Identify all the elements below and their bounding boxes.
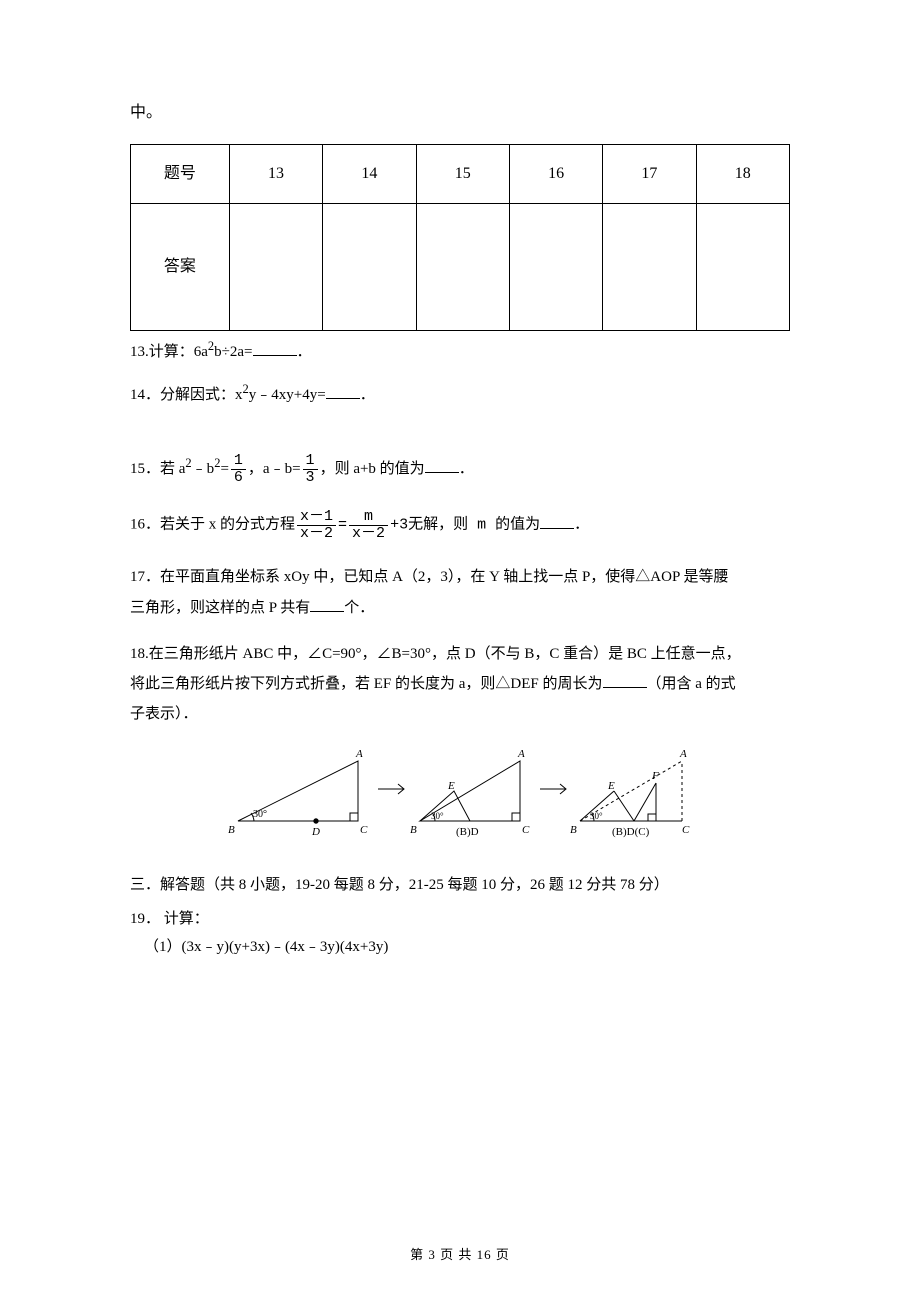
footer-right: 页 bbox=[492, 1247, 510, 1262]
q19-title: 19． 计算： bbox=[130, 911, 209, 927]
fold-diagram: A B D C 30° A B E (B)D C 30° A B E F (B)… bbox=[130, 743, 790, 843]
q14-text: 14．分解因式：x2y﹣4xy+4y= bbox=[130, 387, 326, 403]
label-C2: C bbox=[522, 824, 530, 836]
blank-15 bbox=[425, 458, 459, 473]
header-label-cell: 题号 bbox=[131, 144, 230, 203]
fold-diagram-svg: A B D C 30° A B E (B)D C 30° A B E F (B)… bbox=[220, 743, 700, 843]
label-E2: E bbox=[447, 780, 455, 792]
label-A2: A bbox=[517, 748, 525, 760]
continuation-text: 中。 bbox=[130, 100, 790, 126]
blank-18 bbox=[603, 673, 647, 688]
answer-cell bbox=[696, 203, 789, 330]
header-num-cell: 17 bbox=[603, 144, 696, 203]
question-13: 13.计算：6a2b÷2a= ． bbox=[130, 335, 790, 367]
fraction-eq-left: x－1x－2 bbox=[297, 509, 336, 542]
label-D1: D bbox=[311, 826, 320, 838]
page-root: 中。 题号 13 14 15 16 17 18 答案 13.计算：6a2b÷2a… bbox=[0, 0, 920, 1302]
q16-mid2: +3无解，则 m 的值为 bbox=[390, 517, 540, 534]
answer-cell bbox=[416, 203, 509, 330]
label-30deg-1: 30° bbox=[253, 809, 267, 820]
question-19: 19． 计算： （1）(3x﹣y)(y+3x)﹣(4x﹣3y)(4x+3y) bbox=[130, 905, 790, 962]
header-num-cell: 14 bbox=[323, 144, 416, 203]
header-num-cell: 15 bbox=[416, 144, 509, 203]
q16-pre: 16．若关于 x 的分式方程 bbox=[130, 517, 295, 533]
question-16: 16．若关于 x 的分式方程x－1x－2=mx－2+3无解，则 m 的值为 ． bbox=[130, 509, 790, 542]
answer-cell bbox=[603, 203, 696, 330]
label-A1: A bbox=[355, 748, 363, 760]
label-C3: C bbox=[682, 824, 690, 836]
label-B2: B bbox=[410, 824, 417, 836]
blank-14 bbox=[326, 385, 360, 400]
footer-left: 第 bbox=[410, 1247, 428, 1262]
label-BDC3: (B)D(C) bbox=[612, 826, 650, 838]
blank-17 bbox=[310, 598, 344, 613]
question-18: 18.在三角形纸片 ABC 中，∠C=90°，∠B=30°，点 D（不与 B，C… bbox=[130, 639, 790, 729]
q18-line1: 18.在三角形纸片 ABC 中，∠C=90°，∠B=30°，点 D（不与 B，C… bbox=[130, 646, 741, 662]
fraction-eq-right: mx－2 bbox=[349, 509, 388, 542]
q14-suffix: ． bbox=[360, 387, 375, 403]
answer-cell bbox=[229, 203, 322, 330]
answer-table: 题号 13 14 15 16 17 18 答案 bbox=[130, 144, 790, 331]
label-E3: E bbox=[607, 780, 615, 792]
q17-line2-suf: 个． bbox=[344, 600, 374, 616]
header-num-cell: 13 bbox=[229, 144, 322, 203]
q18-line2-suf: （用含 a 的式 bbox=[647, 676, 736, 692]
page-footer: 第 3 页 共 16 页 bbox=[0, 1245, 920, 1266]
question-15: 15．若 a2﹣b2=16，a﹣b=13，则 a+b 的值为 ． bbox=[130, 452, 790, 486]
q17-line2-pre: 三角形，则这样的点 P 共有 bbox=[130, 600, 310, 616]
q18-line2-pre: 将此三角形纸片按下列方式折叠，若 EF 的长度为 a，则△DEF 的周长为 bbox=[130, 676, 603, 692]
label-C1: C bbox=[360, 824, 368, 836]
q13-suffix: ． bbox=[297, 344, 312, 360]
section-3-title: 三．解答题（共 8 小题，19-20 每题 8 分，21-25 每题 10 分，… bbox=[130, 873, 790, 897]
fraction-1-3: 13 bbox=[303, 453, 318, 486]
q15-suffix: ． bbox=[459, 461, 474, 477]
question-17: 17．在平面直角坐标系 xOy 中，已知点 A（2，3），在 Y 轴上找一点 P… bbox=[130, 562, 790, 625]
blank-13 bbox=[253, 341, 297, 356]
label-F3: F bbox=[651, 770, 659, 782]
q19-part1: （1）(3x﹣y)(y+3x)﹣(4x﹣3y)(4x+3y) bbox=[144, 939, 388, 955]
q18-line3: 子表示）． bbox=[130, 706, 198, 722]
footer-mid: 页 共 bbox=[436, 1247, 477, 1262]
footer-current: 3 bbox=[428, 1247, 436, 1262]
question-14: 14．分解因式：x2y﹣4xy+4y= ． bbox=[130, 378, 790, 410]
header-num-cell: 18 bbox=[696, 144, 789, 203]
answer-cell bbox=[509, 203, 602, 330]
label-30deg-2: 30° bbox=[431, 811, 444, 821]
q17-line1: 17．在平面直角坐标系 xOy 中，已知点 A（2，3），在 Y 轴上找一点 P… bbox=[130, 569, 729, 585]
q15-mid3: ，则 a+b 的值为 bbox=[320, 461, 425, 477]
q15-pre: 15．若 a2﹣b2= bbox=[130, 461, 229, 477]
fraction-1-6: 16 bbox=[231, 453, 246, 486]
answer-label-cell: 答案 bbox=[131, 203, 230, 330]
q15-mid: ，a﹣b= bbox=[248, 461, 301, 477]
label-30deg-3: 30° bbox=[590, 811, 603, 821]
footer-total: 16 bbox=[477, 1247, 492, 1262]
label-B3: B bbox=[570, 824, 577, 836]
table-answer-row: 答案 bbox=[131, 203, 790, 330]
table-header-row: 题号 13 14 15 16 17 18 bbox=[131, 144, 790, 203]
q16-eq: = bbox=[338, 517, 347, 534]
q16-suffix: ． bbox=[574, 517, 589, 533]
header-num-cell: 16 bbox=[509, 144, 602, 203]
label-BD2: (B)D bbox=[456, 826, 479, 838]
q13-text: 13.计算：6a2b÷2a= bbox=[130, 344, 253, 360]
answer-cell bbox=[323, 203, 416, 330]
blank-16 bbox=[540, 515, 574, 530]
label-A3: A bbox=[679, 748, 687, 760]
label-B1: B bbox=[228, 824, 235, 836]
